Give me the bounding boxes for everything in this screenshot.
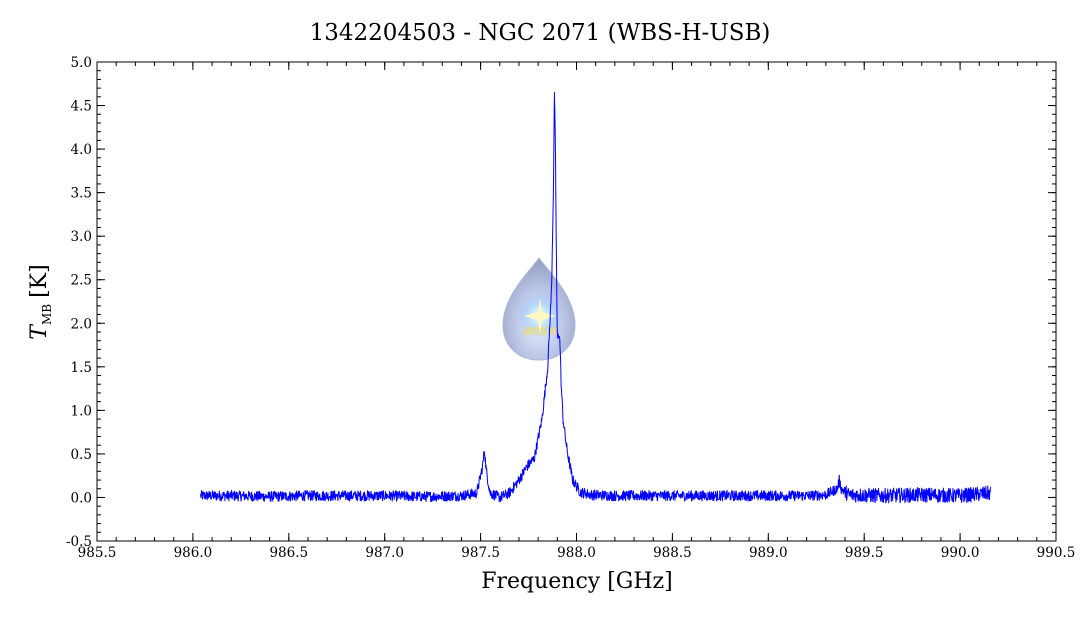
y-axis-unit: [K] bbox=[27, 264, 52, 298]
plot-frame bbox=[96, 61, 1057, 542]
y-tick-label: 4.5 bbox=[71, 99, 92, 115]
x-tick-label: 989.5 bbox=[845, 545, 884, 561]
y-tick-label: 5.0 bbox=[71, 55, 92, 71]
x-tick-label: 985.5 bbox=[78, 545, 117, 561]
chart-title: 1342204503 - NGC 2071 (WBS-H-USB) bbox=[310, 20, 771, 46]
x-axis-label: Frequency [GHz] bbox=[481, 569, 673, 594]
x-tick-label: 990.0 bbox=[941, 545, 980, 561]
y-tick-label: 3.0 bbox=[71, 229, 92, 245]
y-tick-label: 0.5 bbox=[71, 447, 92, 463]
y-tick-label: 1.0 bbox=[71, 403, 92, 419]
y-tick-label: 2.0 bbox=[71, 316, 92, 332]
y-tick-label: 3.5 bbox=[71, 186, 92, 202]
y-axis-symbol: T bbox=[27, 323, 52, 340]
x-tick-label: 987.0 bbox=[365, 545, 404, 561]
y-axis-subscript: MB bbox=[40, 304, 54, 325]
x-tick-label: 989.0 bbox=[749, 545, 788, 561]
y-tick-label: 1.5 bbox=[71, 360, 92, 376]
y-tick-label: -0.5 bbox=[66, 534, 92, 550]
tick-labels: 985.5 986.0 986.5 987.0 987.5 988.0 988.5 989.0… bbox=[66, 55, 1075, 561]
wish-logo-watermark: WISH bbox=[502, 257, 576, 361]
watermark-label: WISH bbox=[523, 325, 556, 338]
x-tick-label: 986.0 bbox=[174, 545, 213, 561]
spectrum-line bbox=[200, 91, 992, 504]
x-tick-label: 988.5 bbox=[653, 545, 692, 561]
x-tick-label: 987.5 bbox=[461, 545, 500, 561]
x-tick-label: 990.5 bbox=[1037, 545, 1076, 561]
y-tick-label: 2.5 bbox=[71, 273, 92, 289]
x-tick-label: 986.5 bbox=[269, 545, 308, 561]
y-tick-label: 0.0 bbox=[71, 490, 92, 506]
y-axis-label: TMB [K] bbox=[27, 264, 54, 339]
y-tick-label: 4.0 bbox=[71, 142, 92, 158]
axis-ticks bbox=[96, 61, 1057, 542]
svg-text:TMB[K]: TMB [K] bbox=[27, 264, 54, 339]
x-tick-label: 988.0 bbox=[557, 545, 596, 561]
